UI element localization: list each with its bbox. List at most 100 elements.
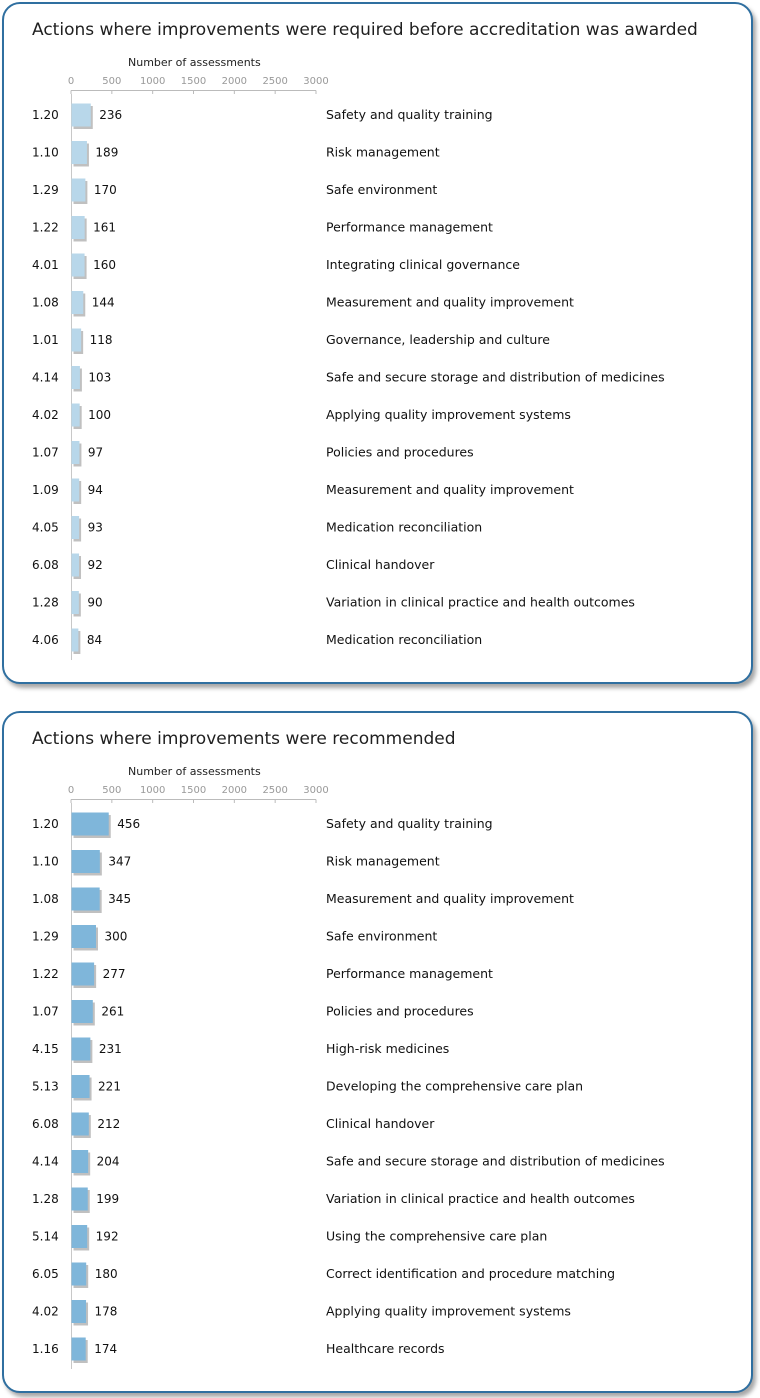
value-label: 144 (92, 296, 115, 310)
value-label: 92 (88, 558, 103, 572)
bar (71, 812, 109, 836)
value-label: 231 (99, 1042, 122, 1056)
category-label: Clinical handover (326, 1116, 435, 1131)
value-label: 180 (95, 1267, 118, 1281)
x-tick-label: 1500 (181, 76, 206, 87)
x-tick-label: 500 (102, 76, 121, 87)
row-code: 1.08 (32, 296, 59, 310)
row-code: 1.22 (32, 221, 59, 235)
row-code: 4.02 (32, 408, 59, 422)
x-tick-label: 1000 (140, 76, 165, 87)
row-code: 4.01 (32, 258, 59, 272)
bar (71, 1300, 87, 1323)
value-label: 84 (87, 633, 102, 647)
bar (71, 887, 100, 911)
bar (71, 1150, 89, 1173)
bar (71, 1187, 88, 1211)
category-label: Integrating clinical governance (326, 257, 520, 272)
value-label: 192 (96, 1230, 119, 1244)
x-tick-label: 500 (102, 785, 121, 796)
chart-title: Actions where improvements were required… (32, 20, 698, 40)
x-tick-label: 1000 (140, 785, 165, 796)
chart-title: Actions where improvements were recommen… (32, 729, 456, 749)
bar-chart: Number of assessments 0 500 1000 1500 2000 250… (32, 765, 665, 1369)
bar (71, 1037, 91, 1061)
bar (71, 478, 80, 502)
category-label: Medication reconciliation (326, 632, 482, 647)
category-label: Applying quality improvement systems (326, 407, 571, 422)
value-label: 94 (88, 483, 103, 497)
bar-chart: Number of assessments 0 500 1000 1500 2000 250… (32, 56, 665, 660)
row-code: 6.05 (32, 1267, 59, 1281)
value-label: 277 (103, 967, 126, 981)
value-label: 456 (117, 817, 140, 831)
category-label: Measurement and quality improvement (326, 295, 574, 310)
category-label: Policies and procedures (326, 1004, 474, 1019)
bar (71, 178, 86, 202)
bar (71, 962, 95, 986)
chart-panel-recommended: Actions where improvements were recommen… (2, 711, 753, 1393)
bar (71, 628, 79, 652)
category-label: Measurement and quality improvement (326, 891, 574, 906)
value-label: 103 (88, 371, 111, 385)
bar (71, 516, 80, 539)
bar (71, 103, 91, 127)
category-label: Variation in clinical practice and healt… (326, 1191, 635, 1206)
value-label: 100 (88, 408, 111, 422)
bar (71, 1225, 88, 1248)
row-code: 1.20 (32, 108, 59, 122)
row-code: 1.01 (32, 333, 59, 347)
value-label: 90 (87, 596, 102, 610)
row-code: 1.09 (32, 483, 59, 497)
value-label: 345 (108, 892, 131, 906)
bar (71, 1337, 86, 1361)
row-code: 6.08 (32, 1117, 59, 1131)
row-code: 4.14 (32, 371, 59, 385)
bar (71, 1075, 90, 1098)
category-label: Risk management (326, 854, 440, 869)
category-label: Performance management (326, 220, 493, 235)
row-code: 1.10 (32, 855, 59, 869)
value-label: 221 (98, 1080, 121, 1094)
bar (71, 328, 82, 352)
row-code: 5.13 (32, 1080, 59, 1094)
row-code: 4.06 (32, 633, 59, 647)
value-label: 204 (97, 1155, 120, 1169)
x-tick-label: 0 (68, 76, 74, 87)
value-label: 212 (97, 1117, 120, 1131)
bar (71, 1262, 87, 1286)
row-code: 4.14 (32, 1155, 59, 1169)
category-label: Using the comprehensive care plan (326, 1229, 547, 1244)
x-tick-label: 3000 (303, 76, 328, 87)
category-label: Safety and quality training (326, 107, 493, 122)
category-label: Safe environment (326, 929, 437, 944)
category-label: Safety and quality training (326, 816, 493, 831)
x-tick-label: 1500 (181, 785, 206, 796)
row-code: 1.20 (32, 817, 59, 831)
category-label: Measurement and quality improvement (326, 482, 574, 497)
value-label: 93 (88, 521, 103, 535)
x-axis-label: Number of assessments (128, 765, 261, 778)
x-tick-label: 2000 (222, 785, 247, 796)
category-label: Governance, leadership and culture (326, 332, 550, 347)
x-tick-label: 2500 (262, 785, 287, 796)
row-code: 4.02 (32, 1305, 59, 1319)
row-code: 1.10 (32, 146, 59, 160)
value-label: 300 (105, 930, 128, 944)
category-label: Variation in clinical practice and healt… (326, 595, 635, 610)
value-label: 97 (88, 446, 103, 460)
bar (71, 141, 87, 164)
bar (71, 291, 84, 314)
bar (71, 925, 96, 948)
x-tick-label: 0 (68, 785, 74, 796)
row-code: 1.29 (32, 183, 59, 197)
value-label: 178 (95, 1305, 118, 1319)
value-label: 170 (94, 183, 117, 197)
value-label: 174 (94, 1342, 117, 1356)
category-label: Applying quality improvement systems (326, 1304, 571, 1319)
bar (71, 403, 80, 427)
value-label: 118 (90, 333, 113, 347)
bar (71, 366, 80, 389)
row-code: 4.05 (32, 521, 59, 535)
row-code: 5.14 (32, 1230, 59, 1244)
